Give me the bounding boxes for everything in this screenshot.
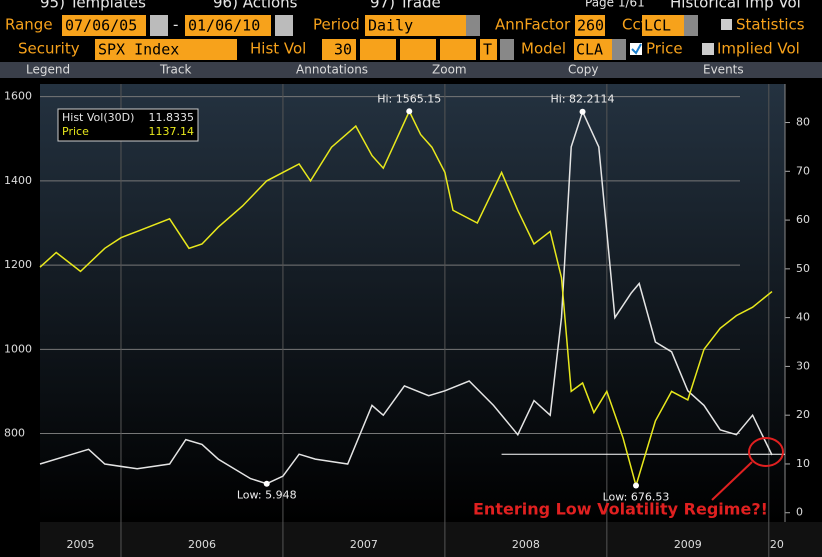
button[interactable]: Zoom	[432, 63, 467, 77]
security[interactable]: SPX Index	[98, 41, 179, 59]
label: Period	[313, 16, 360, 34]
price-toggle[interactable]: Price	[646, 40, 683, 58]
histvol[interactable]: 30	[334, 41, 352, 59]
screen-title: Historical Imp Vol	[670, 0, 801, 12]
y2-tick-label: 40	[796, 311, 810, 324]
series-line	[39, 109, 773, 485]
statistics[interactable]: Statistics	[736, 16, 805, 34]
y2-tick-label: 50	[796, 262, 810, 275]
y2-tick-label: 70	[796, 164, 810, 177]
model[interactable]: CLA	[576, 41, 603, 59]
legend-name: Price	[62, 125, 89, 138]
end-date[interactable]: 01/06/10	[188, 17, 260, 35]
menu-row: 95) Templates 96) Actions 97) Trade Page…	[40, 0, 801, 12]
button[interactable]: Legend	[26, 63, 70, 77]
y2-tick-label: 0	[796, 506, 803, 519]
legend-name: Hist Vol(30D)	[62, 111, 134, 124]
y2-tick-label: 10	[796, 457, 810, 470]
button-bar	[0, 62, 822, 78]
dropdown[interactable]	[612, 39, 626, 60]
menu-item[interactable]: 95) Templates	[40, 0, 146, 12]
y2-tick-label: 20	[796, 408, 810, 421]
field[interactable]	[322, 39, 356, 60]
button[interactable]: Events	[703, 63, 744, 77]
label: Model	[521, 40, 566, 58]
range-row: Range 07/06/05 - 01/06/10 Period Daily A…	[5, 15, 805, 36]
checkmark	[631, 43, 642, 55]
y-tick-label: 1600	[4, 90, 32, 103]
x-band-label: 20	[770, 538, 784, 551]
dropdown[interactable]	[466, 15, 480, 36]
highlight-circle	[748, 437, 784, 467]
field[interactable]	[62, 15, 146, 36]
series-line	[39, 109, 773, 489]
annotation-arrow	[711, 461, 753, 501]
checkbox[interactable]	[721, 19, 732, 30]
t[interactable]: T	[483, 41, 492, 59]
label: Security	[18, 40, 80, 58]
annotation: Entering Low Volatility Regime?!	[473, 500, 768, 519]
y2-tick-label: 60	[796, 213, 810, 226]
security-row: Security SPX Index Hist Vol 30 T Model C…	[18, 39, 800, 60]
period[interactable]: Daily	[368, 17, 413, 35]
menu-item[interactable]: 96) Actions	[213, 0, 298, 12]
dash: -	[173, 16, 178, 34]
extreme-point	[633, 482, 639, 489]
field[interactable]	[365, 15, 466, 36]
label: Range	[5, 16, 53, 34]
checkbox[interactable]	[702, 43, 714, 55]
field[interactable]	[400, 39, 436, 60]
annfactor[interactable]: 260	[577, 17, 604, 35]
page-indicator: Page 1/61	[585, 0, 645, 10]
chart: 800 1000 1200 1400 1600 0 10 20 30 40 50 60 70 80 2005…	[4, 84, 822, 557]
label: Hist Vol	[250, 40, 306, 58]
y2-tick-label: 30	[796, 359, 810, 372]
field[interactable]	[360, 39, 396, 60]
extreme-label: Hi: 82.2114	[551, 93, 615, 106]
legend-value: 1137.14	[149, 125, 195, 138]
field[interactable]	[642, 15, 684, 36]
x-band-label: 2009	[674, 538, 702, 551]
extreme-point	[263, 480, 270, 487]
start-date[interactable]: 07/06/05	[65, 17, 137, 35]
field[interactable]	[480, 39, 497, 60]
x-band-label: 2006	[188, 538, 216, 551]
y-tick-label: 800	[4, 427, 25, 440]
y-tick-label: 1000	[4, 342, 32, 355]
menu-item[interactable]: 97) Trade	[370, 0, 441, 12]
x-band-label: 2005	[66, 538, 94, 551]
button[interactable]: Track	[159, 63, 191, 77]
extreme-label: Low: 676.53	[603, 491, 670, 504]
dropdown[interactable]	[684, 15, 698, 36]
y-tick-label: 1400	[4, 174, 32, 187]
x-axis-band	[40, 522, 822, 557]
label: AnnFactor	[495, 16, 571, 34]
y-tick-label: 1200	[4, 258, 32, 271]
ccy[interactable]: LCL	[644, 17, 671, 35]
calendar-icon[interactable]	[150, 15, 168, 36]
calendar-icon[interactable]	[275, 15, 293, 36]
field[interactable]	[575, 15, 605, 36]
x-band-label: 2007	[350, 538, 378, 551]
legend-box	[57, 108, 199, 142]
y2-tick-label: 80	[796, 116, 810, 129]
button[interactable]: Copy	[568, 63, 598, 77]
button-row: Legend Track Annotations Zoom Copy Event…	[26, 63, 744, 77]
x-band-label: 2008	[512, 538, 540, 551]
plot-area	[40, 84, 785, 522]
extreme-label: Hi: 1565.15	[377, 92, 441, 105]
field[interactable]	[574, 39, 612, 60]
field[interactable]	[440, 39, 476, 60]
dropdown[interactable]	[500, 39, 514, 60]
button[interactable]: Annotations	[296, 63, 368, 77]
extreme-point	[579, 108, 586, 115]
legend-value: 11.8335	[149, 111, 195, 124]
field[interactable]	[95, 39, 237, 60]
field[interactable]	[185, 15, 271, 36]
extreme-label: Low: 5.948	[237, 489, 297, 502]
implied-vol-toggle[interactable]: Implied Vol	[717, 40, 800, 58]
extreme-point	[406, 108, 413, 115]
